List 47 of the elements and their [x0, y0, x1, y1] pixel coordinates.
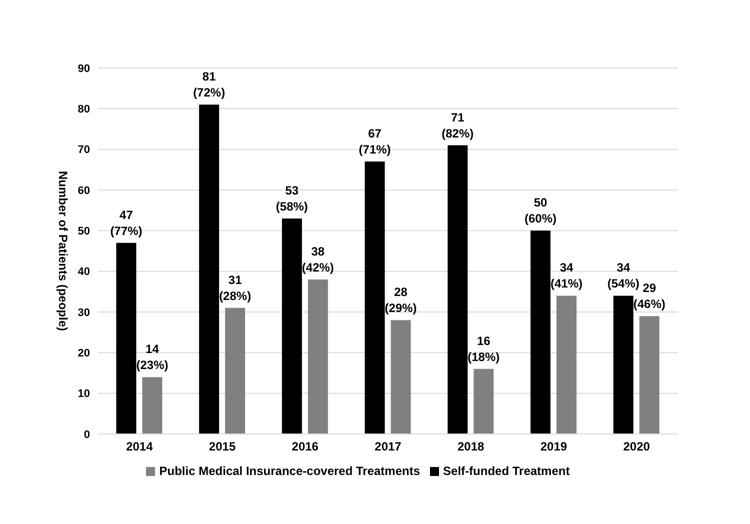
x-tick-label: 2015 — [208, 440, 236, 454]
data-label: 38 (42%) — [302, 244, 334, 274]
data-label: 53 (58%) — [276, 183, 308, 214]
bar — [390, 320, 411, 434]
bar — [639, 316, 660, 434]
data-label: 71 (82%) — [442, 110, 474, 140]
data-label: 34 (41%) — [550, 260, 583, 291]
bar — [448, 145, 468, 434]
bar — [282, 218, 302, 434]
y-tick-label: 0 — [84, 428, 90, 441]
bar — [116, 242, 136, 434]
legend-label: Public Medical Insurance-covered Treatments — [159, 464, 420, 478]
y-tick-label: 10 — [78, 388, 90, 400]
y-tick-label: 80 — [78, 104, 90, 116]
data-label: 31 (28%) — [219, 272, 252, 303]
y-tick-label: 50 — [78, 226, 90, 238]
x-tick-label: 2014 — [126, 440, 154, 454]
x-tick-label: 2019 — [540, 440, 568, 454]
bar — [142, 377, 162, 434]
data-label: 28 (29%) — [384, 285, 417, 316]
y-tick-label: 60 — [78, 184, 90, 197]
bar — [556, 296, 577, 434]
bar — [530, 230, 551, 434]
data-label: 81 (72%) — [193, 70, 226, 100]
y-tick-label: 40 — [78, 266, 90, 278]
bar — [199, 104, 220, 434]
x-tick-label: 2020 — [623, 440, 650, 454]
data-label: 16 (18%) — [468, 334, 500, 364]
data-label: 50 (60%) — [524, 196, 557, 226]
bar — [308, 279, 328, 434]
bar — [613, 296, 634, 434]
x-tick-label: 2017 — [374, 440, 402, 454]
legend-label: Self-funded Treatment — [443, 464, 570, 478]
bar — [474, 368, 494, 434]
y-tick-label: 30 — [78, 306, 90, 319]
y-tick-label: 70 — [78, 144, 90, 156]
x-tick-label: 2016 — [292, 440, 319, 454]
x-tick-label: 2018 — [458, 440, 485, 454]
data-label: 14 (23%) — [136, 342, 168, 372]
data-label: 34 (54%) — [607, 260, 640, 291]
y-axis-title: Number of Patients (people) — [56, 171, 70, 332]
bar — [364, 162, 385, 434]
y-tick-label: 90 — [78, 62, 90, 75]
data-label: 67 (71%) — [358, 126, 391, 157]
y-tick-label: 20 — [78, 348, 90, 360]
bar — [225, 308, 246, 434]
data-label: 47 (77%) — [110, 208, 142, 238]
